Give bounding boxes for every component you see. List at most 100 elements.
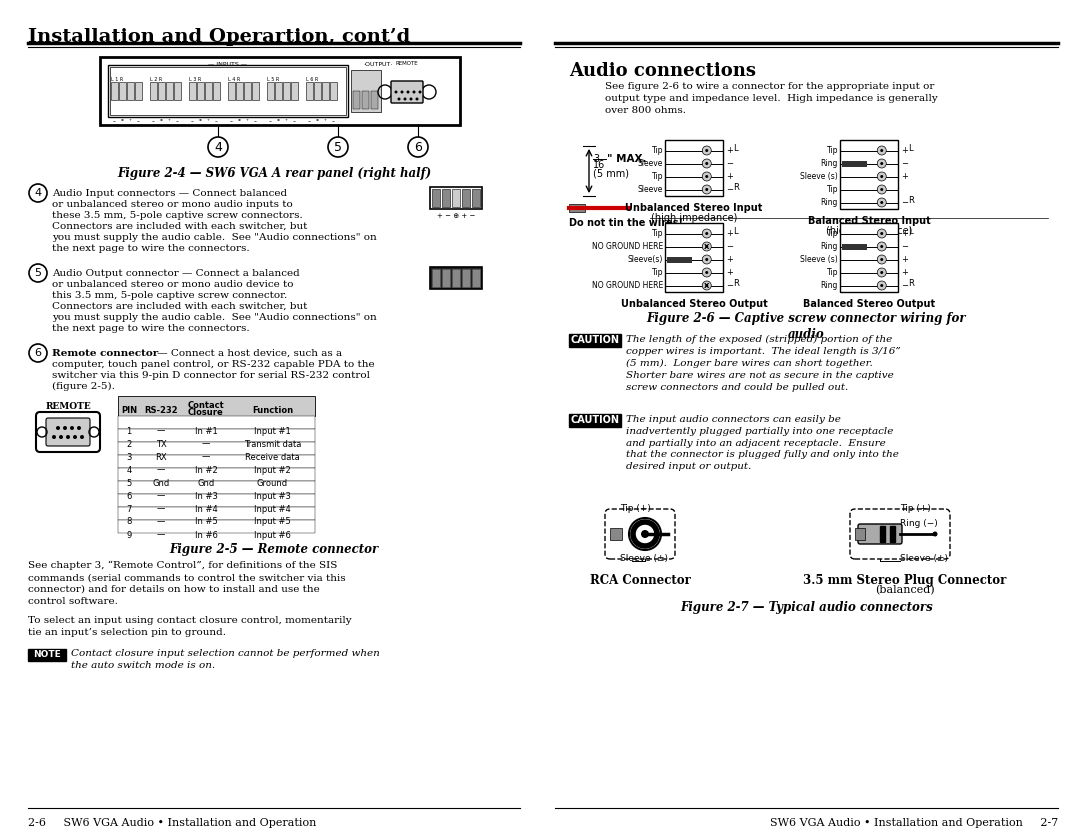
Text: Tip (+): Tip (+) xyxy=(620,504,651,513)
Text: +: + xyxy=(726,268,733,277)
Circle shape xyxy=(880,149,883,152)
FancyBboxPatch shape xyxy=(858,524,902,544)
Text: 9: 9 xyxy=(126,530,132,540)
Text: L 1 R: L 1 R xyxy=(111,77,123,82)
Text: +: + xyxy=(285,118,288,122)
Text: Audio Output connector — Connect a balanced: Audio Output connector — Connect a balan… xyxy=(52,269,300,278)
FancyBboxPatch shape xyxy=(605,509,675,559)
Text: CAUTION: CAUTION xyxy=(570,415,620,425)
Text: −: − xyxy=(176,118,179,122)
Text: In #3: In #3 xyxy=(194,491,217,500)
Bar xyxy=(842,160,867,167)
Text: —: — xyxy=(157,426,165,435)
Text: X: X xyxy=(704,283,710,289)
Bar xyxy=(855,528,865,540)
Text: ⊕: ⊕ xyxy=(238,118,241,122)
Text: 6: 6 xyxy=(35,348,41,358)
Circle shape xyxy=(29,344,48,362)
Text: +: + xyxy=(726,229,733,238)
Text: −: − xyxy=(726,281,733,290)
Text: Input #4: Input #4 xyxy=(254,505,291,514)
Circle shape xyxy=(705,284,708,287)
Text: Gnd: Gnd xyxy=(152,479,170,488)
Text: —: — xyxy=(157,530,165,540)
Text: See chapter 3, “Remote Control”, for definitions of the SIS
commands (serial com: See chapter 3, “Remote Control”, for def… xyxy=(28,561,346,605)
Bar xyxy=(205,82,212,100)
Circle shape xyxy=(702,268,712,277)
Bar xyxy=(189,82,195,100)
Bar xyxy=(118,494,315,507)
Text: L 2 R: L 2 R xyxy=(150,77,162,82)
Text: you must supply the audio cable.  See "Audio connections" on: you must supply the audio cable. See "Au… xyxy=(52,233,377,242)
Bar xyxy=(442,269,450,287)
Bar xyxy=(442,189,450,207)
Bar xyxy=(252,82,259,100)
Text: −: − xyxy=(308,118,311,122)
FancyBboxPatch shape xyxy=(36,412,100,452)
Text: SW6 VGA Audio • Installation and Operation     2-7: SW6 VGA Audio • Installation and Operati… xyxy=(770,818,1058,828)
Circle shape xyxy=(880,162,883,165)
Text: L 4 R: L 4 R xyxy=(228,77,240,82)
Bar xyxy=(610,528,622,540)
Text: +: + xyxy=(246,118,248,122)
Circle shape xyxy=(880,201,883,204)
Text: −: − xyxy=(254,118,257,122)
Text: Balanced Stereo Output: Balanced Stereo Output xyxy=(802,299,935,309)
Text: these 3.5 mm, 5-pole captive screw connectors.: these 3.5 mm, 5-pole captive screw conne… xyxy=(52,211,302,220)
Bar xyxy=(351,70,381,112)
Text: L: L xyxy=(733,227,738,236)
Text: ⊕: ⊕ xyxy=(278,118,280,122)
Text: +: + xyxy=(726,172,733,181)
Text: R: R xyxy=(908,279,914,288)
Text: L: L xyxy=(908,227,913,236)
Text: ⊕: ⊕ xyxy=(316,118,319,122)
Text: L: L xyxy=(733,144,738,153)
Text: +: + xyxy=(901,229,908,238)
Text: −: − xyxy=(901,198,908,207)
Text: Figure 2-7 — Typical audio connectors: Figure 2-7 — Typical audio connectors xyxy=(680,601,933,614)
Text: 4: 4 xyxy=(214,140,221,153)
Circle shape xyxy=(880,258,883,261)
Text: Sleeve (s): Sleeve (s) xyxy=(800,255,838,264)
Text: ⊕: ⊕ xyxy=(121,118,124,122)
Text: In #1: In #1 xyxy=(194,426,217,435)
Text: −: − xyxy=(901,281,908,290)
Text: +: + xyxy=(901,268,908,277)
Text: Ground: Ground xyxy=(257,479,288,488)
Text: (high impedance): (high impedance) xyxy=(651,213,738,223)
Bar xyxy=(430,187,482,209)
Circle shape xyxy=(208,137,228,157)
Bar xyxy=(840,140,897,209)
Circle shape xyxy=(877,281,887,290)
Bar xyxy=(127,82,134,100)
Text: Contact closure input selection cannot be performed when
the auto switch mode is: Contact closure input selection cannot b… xyxy=(71,649,380,670)
Bar xyxy=(569,334,621,347)
Circle shape xyxy=(877,198,887,207)
Circle shape xyxy=(705,232,708,235)
Text: Balanced Stereo Input: Balanced Stereo Input xyxy=(808,216,930,226)
Text: L: L xyxy=(437,187,443,196)
Text: ⊕: ⊕ xyxy=(160,118,163,122)
Bar xyxy=(430,267,482,289)
Text: —: — xyxy=(157,505,165,514)
Bar xyxy=(110,67,346,115)
Text: (balanced): (balanced) xyxy=(875,585,935,595)
Text: (figure 2-5).: (figure 2-5). xyxy=(52,382,114,391)
Text: R: R xyxy=(733,183,739,192)
Bar xyxy=(100,57,460,125)
Text: (5 mm): (5 mm) xyxy=(593,168,629,178)
Text: Figure 2-4 — SW6 VGA A rear panel (right half): Figure 2-4 — SW6 VGA A rear panel (right… xyxy=(117,167,431,180)
Text: + − ⊕ + −: + − ⊕ + − xyxy=(436,293,475,299)
Bar xyxy=(213,82,220,100)
Text: −: − xyxy=(152,118,154,122)
Text: 6: 6 xyxy=(414,140,422,153)
Text: In #2: In #2 xyxy=(194,465,217,475)
Text: the next page to wire the connectors.: the next page to wire the connectors. xyxy=(52,324,249,333)
Text: Tip: Tip xyxy=(651,146,663,155)
Text: In #6: In #6 xyxy=(194,530,217,540)
Bar xyxy=(150,82,157,100)
Text: Sleeve: Sleeve xyxy=(637,159,663,168)
Text: REMOTE: REMOTE xyxy=(45,402,91,411)
Circle shape xyxy=(328,137,348,157)
Text: —: — xyxy=(157,491,165,500)
